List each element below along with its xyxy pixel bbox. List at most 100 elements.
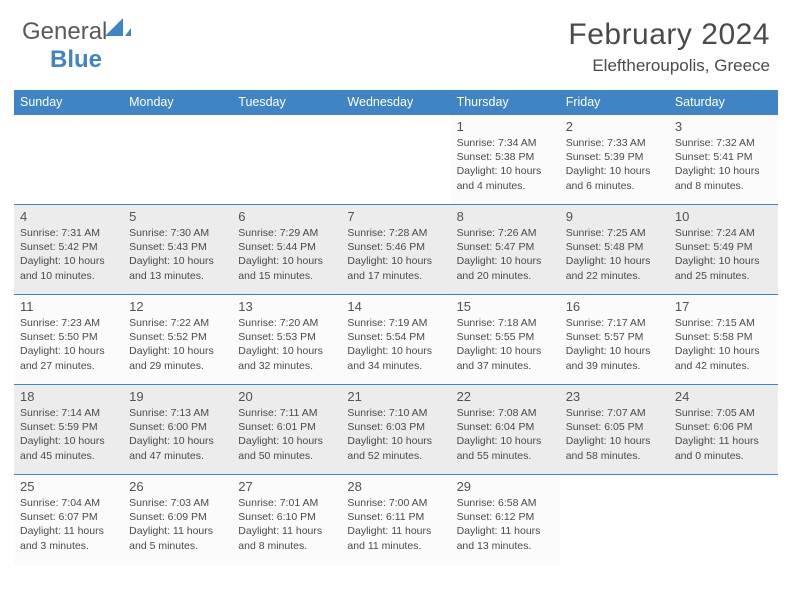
day-number: 29	[457, 479, 554, 494]
sunset-text: Sunset: 6:09 PM	[129, 510, 226, 524]
sunrise-text: Sunrise: 7:19 AM	[347, 316, 444, 330]
weekday-header: Wednesday	[341, 90, 450, 115]
sunrise-text: Sunrise: 7:15 AM	[675, 316, 772, 330]
daylight-text: Daylight: 10 hours and 39 minutes.	[566, 344, 663, 372]
sunrise-text: Sunrise: 7:24 AM	[675, 226, 772, 240]
sunrise-text: Sunrise: 6:58 AM	[457, 496, 554, 510]
sunset-text: Sunset: 6:07 PM	[20, 510, 117, 524]
day-number: 9	[566, 209, 663, 224]
calendar-empty-cell	[14, 115, 123, 205]
calendar-day-cell: 10 Sunrise: 7:24 AMSunset: 5:49 PMDayligh…	[669, 205, 778, 295]
day-number: 27	[238, 479, 335, 494]
sunset-text: Sunset: 5:44 PM	[238, 240, 335, 254]
day-number: 4	[20, 209, 117, 224]
day-number: 24	[675, 389, 772, 404]
calendar-day-cell: 20 Sunrise: 7:11 AMSunset: 6:01 PMDayligh…	[232, 385, 341, 475]
sunset-text: Sunset: 5:39 PM	[566, 150, 663, 164]
logo-sail-icon	[105, 18, 131, 36]
daylight-text: Daylight: 11 hours and 5 minutes.	[129, 524, 226, 552]
calendar-day-cell: 3Sunrise: 7:32 AMSunset: 5:41 PMDaylight…	[669, 115, 778, 205]
sunrise-text: Sunrise: 7:18 AM	[457, 316, 554, 330]
day-number: 25	[20, 479, 117, 494]
calendar-day-cell: 27Sunrise: 7:01 AMSunset: 6:10 PMDayligh…	[232, 475, 341, 565]
sunset-text: Sunset: 6:05 PM	[566, 420, 663, 434]
sunrise-text: Sunrise: 7:00 AM	[347, 496, 444, 510]
calendar-day-cell: 5 Sunrise: 7:30 AMSunset: 5:43 PMDaylight…	[123, 205, 232, 295]
calendar-day-cell: 7Sunrise: 7:28 AMSunset: 5:46 PMDaylight…	[341, 205, 450, 295]
sunrise-text: Sunrise: 7:08 AM	[457, 406, 554, 420]
sunset-text: Sunset: 5:57 PM	[566, 330, 663, 344]
sunset-text: Sunset: 5:55 PM	[457, 330, 554, 344]
sunset-text: Sunset: 5:43 PM	[129, 240, 226, 254]
calendar-day-cell: 13Sunrise: 7:20 AMSunset: 5:53 PMDayligh…	[232, 295, 341, 385]
day-number: 3	[675, 119, 772, 134]
calendar-day-cell: 15 Sunrise: 7:18 AMSunset: 5:55 PMDayligh…	[451, 295, 560, 385]
calendar-empty-cell	[123, 115, 232, 205]
day-number: 12	[129, 299, 226, 314]
daylight-text: Daylight: 10 hours and 13 minutes.	[129, 254, 226, 282]
sunset-text: Sunset: 5:49 PM	[675, 240, 772, 254]
day-number: 11	[20, 299, 117, 314]
location: Eleftheroupolis, Greece	[568, 56, 770, 76]
daylight-text: Daylight: 10 hours and 37 minutes.	[457, 344, 554, 372]
calendar-day-cell: 21Sunrise: 7:10 AMSunset: 6:03 PMDayligh…	[341, 385, 450, 475]
daylight-text: Daylight: 10 hours and 10 minutes.	[20, 254, 117, 282]
sunset-text: Sunset: 6:01 PM	[238, 420, 335, 434]
day-number: 14	[347, 299, 444, 314]
calendar-day-cell: 1Sunrise: 7:34 AMSunset: 5:38 PMDaylight…	[451, 115, 560, 205]
calendar-day-cell: 19Sunrise: 7:13 AMSunset: 6:00 PMDayligh…	[123, 385, 232, 475]
daylight-text: Daylight: 10 hours and 52 minutes.	[347, 434, 444, 462]
daylight-text: Daylight: 10 hours and 32 minutes.	[238, 344, 335, 372]
calendar-day-cell: 22Sunrise: 7:08 AMSunset: 6:04 PMDayligh…	[451, 385, 560, 475]
daylight-text: Daylight: 11 hours and 13 minutes.	[457, 524, 554, 552]
calendar-day-cell: 14Sunrise: 7:19 AMSunset: 5:54 PMDayligh…	[341, 295, 450, 385]
calendar-day-cell: 18Sunrise: 7:14 AMSunset: 5:59 PMDayligh…	[14, 385, 123, 475]
calendar-week-row: 11Sunrise: 7:23 AMSunset: 5:50 PMDayligh…	[14, 295, 778, 385]
day-number: 13	[238, 299, 335, 314]
sunrise-text: Sunrise: 7:30 AM	[129, 226, 226, 240]
daylight-text: Daylight: 10 hours and 27 minutes.	[20, 344, 117, 372]
sunset-text: Sunset: 6:03 PM	[347, 420, 444, 434]
day-number: 7	[347, 209, 444, 224]
calendar-day-cell: 17Sunrise: 7:15 AMSunset: 5:58 PMDayligh…	[669, 295, 778, 385]
weekday-header-row: SundayMondayTuesdayWednesdayThursdayFrid…	[14, 90, 778, 115]
day-number: 20	[238, 389, 335, 404]
calendar-day-cell: 6Sunrise: 7:29 AMSunset: 5:44 PMDaylight…	[232, 205, 341, 295]
day-number: 22	[457, 389, 554, 404]
day-number: 17	[675, 299, 772, 314]
calendar-day-cell: 25Sunrise: 7:04 AMSunset: 6:07 PMDayligh…	[14, 475, 123, 565]
calendar-day-cell: 4Sunrise: 7:31 AMSunset: 5:42 PMDaylight…	[14, 205, 123, 295]
sunrise-text: Sunrise: 7:34 AM	[457, 136, 554, 150]
day-number: 23	[566, 389, 663, 404]
daylight-text: Daylight: 10 hours and 17 minutes.	[347, 254, 444, 282]
day-number: 15	[457, 299, 554, 314]
sunset-text: Sunset: 6:04 PM	[457, 420, 554, 434]
day-number: 16	[566, 299, 663, 314]
calendar-day-cell: 29Sunrise: 6:58 AMSunset: 6:12 PMDayligh…	[451, 475, 560, 565]
sunset-text: Sunset: 5:59 PM	[20, 420, 117, 434]
daylight-text: Daylight: 10 hours and 25 minutes.	[675, 254, 772, 282]
calendar-empty-cell	[669, 475, 778, 565]
brand-logo: General Blue	[22, 18, 131, 74]
calendar-day-cell: 23Sunrise: 7:07 AMSunset: 6:05 PMDayligh…	[560, 385, 669, 475]
sunrise-text: Sunrise: 7:05 AM	[675, 406, 772, 420]
sunrise-text: Sunrise: 7:29 AM	[238, 226, 335, 240]
sunset-text: Sunset: 5:46 PM	[347, 240, 444, 254]
day-number: 10	[675, 209, 772, 224]
sunset-text: Sunset: 6:00 PM	[129, 420, 226, 434]
sunrise-text: Sunrise: 7:22 AM	[129, 316, 226, 330]
sunset-text: Sunset: 6:10 PM	[238, 510, 335, 524]
sunrise-text: Sunrise: 7:11 AM	[238, 406, 335, 420]
calendar-day-cell: 12Sunrise: 7:22 AMSunset: 5:52 PMDayligh…	[123, 295, 232, 385]
day-number: 6	[238, 209, 335, 224]
day-number: 18	[20, 389, 117, 404]
day-number: 5	[129, 209, 226, 224]
calendar-body: 1Sunrise: 7:34 AMSunset: 5:38 PMDaylight…	[14, 115, 778, 565]
sunrise-text: Sunrise: 7:33 AM	[566, 136, 663, 150]
sunset-text: Sunset: 5:50 PM	[20, 330, 117, 344]
calendar-day-cell: 16Sunrise: 7:17 AMSunset: 5:57 PMDayligh…	[560, 295, 669, 385]
daylight-text: Daylight: 10 hours and 50 minutes.	[238, 434, 335, 462]
sunrise-text: Sunrise: 7:07 AM	[566, 406, 663, 420]
calendar-empty-cell	[341, 115, 450, 205]
weekday-header: Monday	[123, 90, 232, 115]
